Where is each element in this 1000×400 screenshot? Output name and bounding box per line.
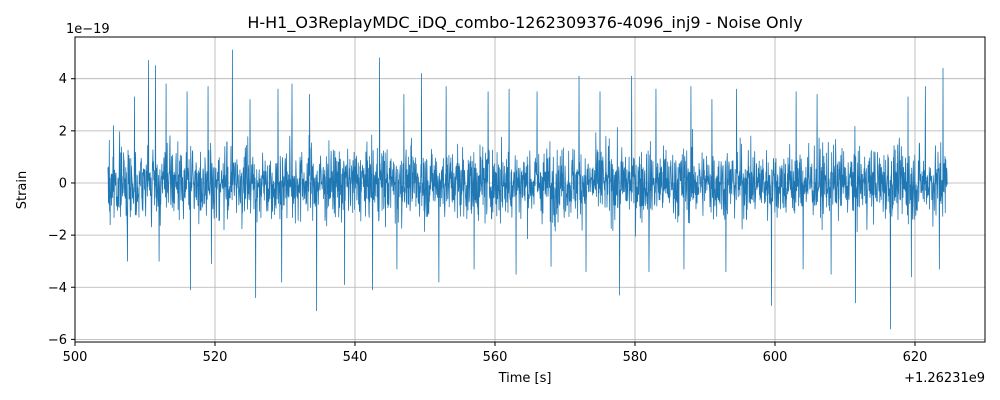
chart-title: H-H1_O3ReplayMDC_iDQ_combo-1262309376-40… (247, 13, 802, 33)
strain-signal-line (107, 49, 948, 330)
y-tick-label: −4 (48, 281, 67, 296)
x-axis-ticks: 500 520 540 560 580 600 620 (63, 342, 928, 365)
y-tick-label: 2 (59, 124, 67, 139)
x-axis-label: Time [s] (498, 371, 552, 386)
y-axis-ticks: −6 −4 −2 0 2 4 (48, 72, 75, 348)
y-tick-label: 0 (59, 176, 67, 191)
y-tick-label: −6 (48, 333, 67, 348)
x-tick-label: 540 (343, 350, 368, 365)
x-tick-label: 520 (203, 350, 228, 365)
axes-frame (74, 36, 986, 343)
y-scale-label: 1e−19 (66, 22, 110, 37)
x-tick-label: 560 (483, 350, 508, 365)
x-tick-label: 600 (763, 350, 788, 365)
x-tick-label: 580 (623, 350, 648, 365)
y-tick-label: 4 (59, 72, 67, 87)
y-axis-label: Strain (15, 171, 30, 210)
x-offset-label: +1.26231e9 (904, 371, 985, 386)
y-tick-label: −2 (48, 229, 67, 244)
x-tick-label: 620 (903, 350, 928, 365)
x-tick-label: 500 (63, 350, 88, 365)
